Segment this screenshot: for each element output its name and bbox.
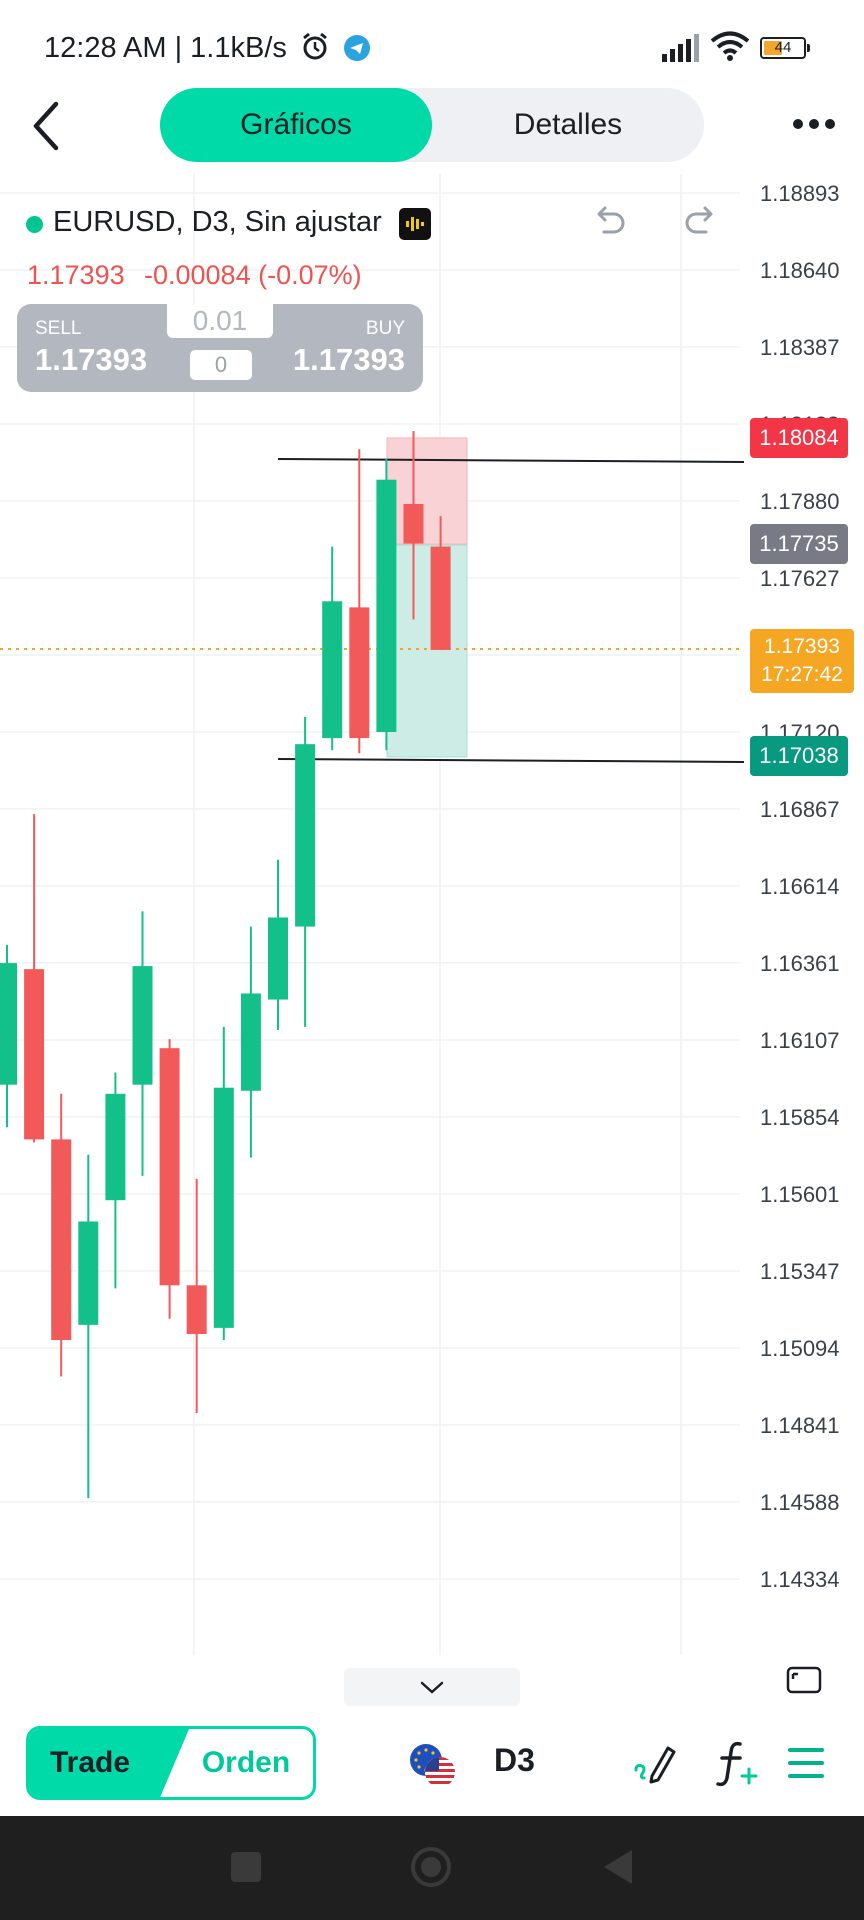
candle-body	[213, 1087, 234, 1328]
y-tick-label: 1.18893	[760, 181, 840, 206]
tab-graficos[interactable]: Gráficos	[160, 88, 432, 162]
battery-level: 44	[774, 39, 792, 56]
take-profit-zone	[386, 544, 468, 758]
trade-tab[interactable]: Trade	[29, 1729, 189, 1797]
chevron-down-icon[interactable]	[418, 1680, 446, 1696]
more-options-icon[interactable]	[790, 112, 838, 136]
candle-body	[105, 1093, 126, 1201]
current-price-value: 1.17393	[764, 635, 840, 658]
view-tabs: Gráficos Detalles	[160, 88, 704, 162]
last-price: 1.17393	[27, 260, 125, 290]
candle-body	[376, 479, 397, 733]
y-tick-label: 1.17880	[760, 489, 840, 514]
buy-price[interactable]: 1.17393	[292, 342, 405, 377]
y-tick-label: 1.18387	[760, 335, 840, 360]
signal-badge-icon[interactable]	[399, 208, 431, 240]
candlestick-chart[interactable]: 1.188931.186401.183871.181331.178801.176…	[0, 174, 864, 1664]
candle-countdown: 17:27:42	[761, 663, 843, 686]
order-tab[interactable]: Orden	[201, 1746, 291, 1779]
chart-area[interactable]: 1.188931.186401.183871.181331.178801.176…	[0, 174, 864, 1664]
candle-body	[186, 1285, 207, 1334]
signal-icon	[662, 34, 699, 62]
sell-price[interactable]: 1.17393	[35, 342, 148, 377]
candle-body	[403, 504, 424, 544]
y-tick-label: 1.15094	[760, 1336, 840, 1361]
candle-body	[24, 969, 45, 1140]
home-icon[interactable]	[410, 1846, 452, 1888]
status-bar: 12:28 AM | 1.1kB/s 44	[0, 0, 864, 92]
candle-body	[322, 601, 343, 739]
recent-apps-icon[interactable]	[231, 1852, 261, 1882]
y-tick-label: 1.15601	[760, 1182, 840, 1207]
y-tick-label: 1.15854	[760, 1105, 840, 1130]
quantity-field[interactable]: 0	[190, 350, 252, 380]
candle-body	[78, 1221, 99, 1325]
stop-loss-zone	[386, 437, 468, 545]
candle-body	[349, 607, 370, 739]
stop-loss-price-tag: 1.18084	[750, 418, 848, 458]
take-profit-price-tag: 1.17038	[750, 736, 848, 776]
y-tick-label: 1.15347	[760, 1259, 840, 1284]
eu-us-flag-icon	[410, 1744, 455, 1787]
y-tick-label: 1.16614	[760, 874, 840, 899]
battery-icon: 44	[760, 37, 810, 59]
tab-detalles[interactable]: Detalles	[513, 108, 623, 141]
candle-body	[132, 966, 153, 1085]
candle-body	[51, 1139, 72, 1341]
system-back-icon[interactable]	[602, 1848, 634, 1886]
candle-body	[268, 917, 288, 1000]
redo-icon[interactable]	[680, 200, 720, 240]
candle-body	[159, 1048, 180, 1286]
alarm-icon	[303, 32, 327, 60]
time-axis-pill[interactable]	[344, 1668, 520, 1706]
undo-icon[interactable]	[590, 200, 630, 240]
candle-body	[295, 744, 316, 927]
indicator-function-icon[interactable]	[712, 1738, 758, 1788]
entry-price-tag: 1.17735	[750, 524, 848, 564]
y-tick-label: 1.16361	[760, 951, 840, 976]
wifi-icon	[710, 31, 750, 61]
back-icon[interactable]	[22, 96, 74, 156]
y-tick-label: 1.17627	[760, 566, 840, 591]
horizontal-line-upper	[277, 458, 745, 463]
status-time: 12:28 AM | 1.1kB/s	[44, 32, 287, 64]
candle-body	[430, 546, 451, 650]
horizontal-line-lower	[277, 758, 745, 763]
buy-label[interactable]: BUY	[365, 318, 405, 339]
trade-tab-label: Trade	[49, 1746, 131, 1779]
market-status-dot	[26, 216, 43, 233]
candle-body	[0, 963, 17, 1085]
y-tick-label: 1.16107	[760, 1028, 840, 1053]
draw-tool-icon[interactable]	[632, 1740, 678, 1786]
y-tick-label: 1.14841	[760, 1413, 840, 1438]
y-tick-label: 1.18640	[760, 258, 840, 283]
lot-size-input[interactable]: 0.01	[167, 304, 273, 338]
fullscreen-icon[interactable]	[786, 1666, 822, 1694]
price-change: -0.00084 (-0.07%)	[144, 260, 362, 290]
y-tick-label: 1.14334	[760, 1567, 840, 1592]
y-tick-label: 1.16867	[760, 797, 840, 822]
candle-body	[240, 993, 261, 1091]
sell-label[interactable]: SELL	[35, 318, 82, 339]
current-price-tag: 1.17393 17:27:42	[750, 629, 854, 693]
menu-icon[interactable]	[786, 1744, 826, 1782]
y-tick-label: 1.14588	[760, 1490, 840, 1515]
quick-trade-panel: SELL 1.17393 BUY 1.17393 0.01 0	[17, 304, 423, 392]
timeframe-selector[interactable]: D3	[494, 1742, 535, 1778]
system-nav-bar	[0, 1816, 864, 1920]
trade-order-switch: Trade Orden	[26, 1726, 316, 1800]
telegram-icon	[344, 35, 370, 61]
symbol-label[interactable]: EURUSD, D3, Sin ajustar	[53, 206, 382, 238]
